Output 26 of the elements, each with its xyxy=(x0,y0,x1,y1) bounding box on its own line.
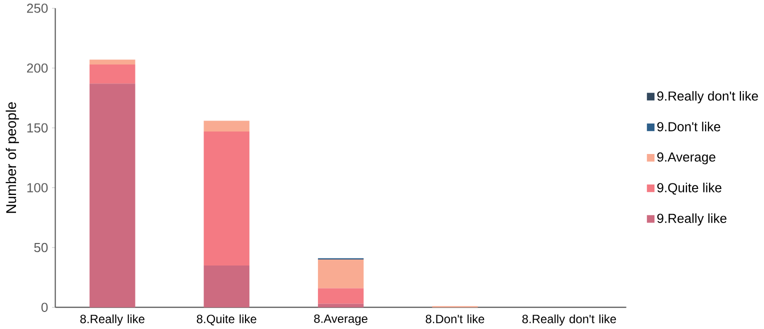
y-tick-label: 50 xyxy=(34,242,48,252)
bar xyxy=(204,120,250,132)
x-tick-label: 8.Really like xyxy=(80,314,144,326)
legend-label: 9.Average xyxy=(657,152,716,164)
legend-label: 9.Don't like xyxy=(657,122,720,132)
bar xyxy=(90,84,136,308)
y-tick-label: 200 xyxy=(27,63,48,73)
y-tick-label: 250 xyxy=(27,4,48,13)
y-axis-title: Number of people xyxy=(6,102,19,213)
y-tick-label: 0 xyxy=(41,302,48,312)
legend-label: 9.Really like xyxy=(657,213,726,226)
x-tick-label: 8.Average xyxy=(314,314,368,326)
bar xyxy=(318,288,364,304)
x-tick-label: 8.Quite like xyxy=(196,314,256,326)
legend-label: 9.Quite like xyxy=(657,182,722,195)
bar xyxy=(318,259,364,288)
bar xyxy=(204,131,250,266)
y-tick-label: 100 xyxy=(27,182,48,192)
y-tick-label: 150 xyxy=(27,123,48,132)
legend-label: 9.Really don't like xyxy=(657,90,758,104)
bar xyxy=(90,60,136,64)
bar xyxy=(318,304,364,308)
x-tick-label: 8.Really don't like xyxy=(522,314,616,326)
bar xyxy=(90,64,136,84)
bar xyxy=(204,265,250,308)
x-tick-label: 8.Don't like xyxy=(426,314,484,324)
